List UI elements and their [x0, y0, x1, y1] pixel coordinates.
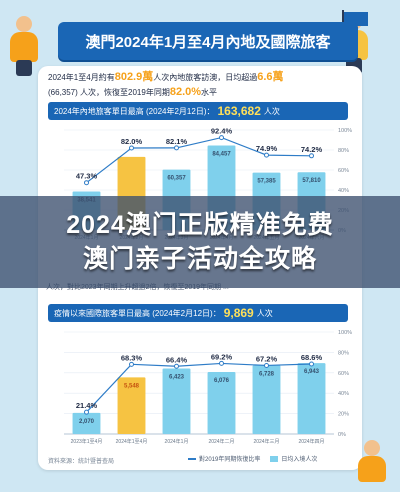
y2-tick-label: 100%	[338, 128, 352, 134]
recovery-point	[309, 361, 314, 367]
recovery-point	[174, 145, 179, 151]
x-tick-label: 2024年1月	[165, 438, 189, 445]
page-title: 澳門2024年1月至4月內地及國際旅客	[58, 22, 358, 60]
recovery-pct-label: 74.2%	[301, 145, 323, 154]
traveler-illustration-left	[4, 16, 44, 76]
y2-tick-label: 40%	[338, 391, 349, 397]
y2-tick-label: 0%	[338, 432, 346, 438]
bar-value-label: 57,810	[302, 178, 321, 184]
recovery-pct-label: 74.9%	[256, 144, 278, 153]
recovery-line	[86, 136, 312, 184]
bar	[162, 368, 191, 434]
recovery-point	[219, 135, 224, 141]
recovery-point	[84, 409, 89, 415]
x-tick-label: 2024年二月	[208, 438, 234, 445]
bar-value-label: 5,548	[124, 383, 140, 389]
y2-tick-label: 40%	[338, 188, 349, 194]
international-visitors-chart: 100% 80% 60% 40% 20% 0% 2,070 2023年1至4月 5,548 202…	[64, 330, 352, 445]
recovery-line	[86, 362, 312, 413]
bar-value-label: 6,076	[214, 378, 230, 384]
recovery-pct-label: 66.4%	[166, 355, 188, 364]
recovery-pct-label: 82.1%	[166, 137, 188, 146]
overlay-banner: 2024澳门正版精准免费 澳门亲子活动全攻略	[0, 196, 400, 288]
summary-text: 2024年1至4月約有802.9萬人次內地旅客訪澳，日均超過6.6萬 (66,3…	[48, 71, 284, 98]
bar-value-label: 6,943	[304, 369, 320, 375]
recovery-point	[129, 145, 134, 151]
recovery-pct-label: 82.0%	[121, 137, 143, 146]
recovery-point	[309, 153, 314, 159]
traveler-illustration-bottom	[352, 440, 392, 486]
bar	[252, 365, 281, 434]
overlay-line-2: 澳门亲子活动全攻略	[82, 245, 317, 273]
recovery-pct-label: 47.3%	[76, 172, 98, 181]
bar-value-label: 6,728	[259, 371, 275, 377]
bar	[207, 372, 236, 434]
y2-tick-label: 60%	[338, 371, 349, 377]
recovery-point	[219, 360, 224, 366]
bar	[297, 363, 326, 434]
bar	[72, 412, 101, 434]
x-tick-label: 2024年1至4月	[116, 438, 148, 445]
y2-tick-label: 80%	[338, 148, 349, 154]
bar-value-label: 60,357	[167, 176, 186, 182]
bar	[117, 377, 146, 434]
bar-value-label: 2,070	[79, 419, 95, 425]
recovery-pct-label: 68.6%	[301, 353, 323, 362]
recovery-point	[129, 361, 134, 367]
source-note: 資料來源：統計暨普查局	[48, 459, 115, 465]
chart2-subtitle: 疫情以來國際旅客單日最高 (2024年2月12日)： 9,869 人次	[48, 304, 348, 322]
overlay-line-1: 2024澳门正版精准免费	[66, 211, 334, 239]
recovery-point	[264, 152, 269, 158]
recovery-point	[84, 180, 89, 186]
x-tick-label: 2023年1至4月	[71, 438, 103, 445]
chart2-legend: 對2019年同期恢復比率 日均入境人次	[188, 454, 317, 463]
recovery-pct-label: 68.3%	[121, 353, 143, 362]
bar-value-label: 57,385	[257, 179, 276, 185]
recovery-point	[264, 362, 269, 368]
recovery-pct-label: 69.2%	[211, 352, 233, 361]
x-tick-label: 2024年四月	[298, 438, 324, 445]
bar-value-label: 6,423	[169, 374, 185, 380]
chart1-subtitle: 2024年內地旅客單日最高 (2024年2月12日)： 163,682 人次	[48, 102, 348, 120]
recovery-pct-label: 67.2%	[256, 354, 278, 363]
bar-value-label: 84,457	[212, 152, 231, 158]
y2-tick-label: 60%	[338, 168, 349, 174]
recovery-point	[174, 363, 179, 369]
y2-tick-label: 20%	[338, 412, 349, 418]
recovery-pct-label: 21.4%	[76, 401, 98, 410]
y2-tick-label: 100%	[338, 330, 352, 336]
recovery-pct-label: 92.4%	[211, 127, 233, 136]
x-tick-label: 2024年三月	[253, 438, 279, 445]
y2-tick-label: 80%	[338, 350, 349, 356]
